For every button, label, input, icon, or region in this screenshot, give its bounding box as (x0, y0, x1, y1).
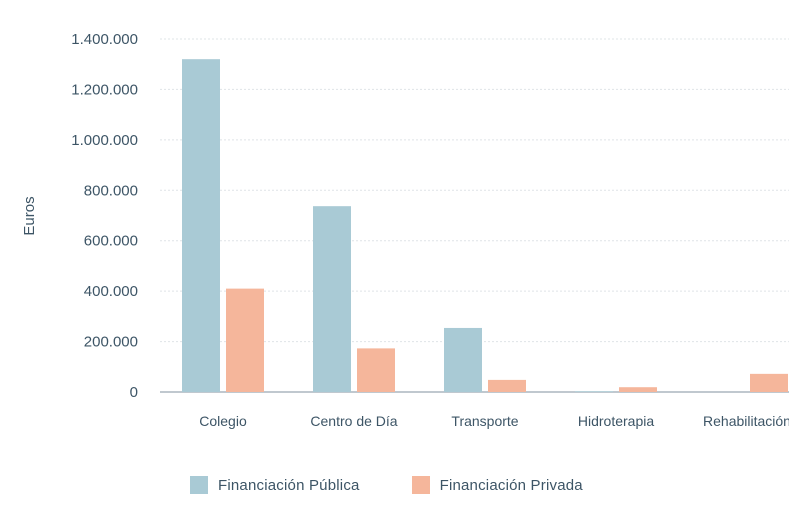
y-tick-label: 400.000 (84, 283, 138, 300)
y-tick-label: 1.200.000 (71, 81, 138, 98)
x-tick-label: Colegio (199, 413, 247, 429)
bar-publica (182, 59, 220, 393)
legend-item-privada: Financiación Privada (411, 476, 583, 494)
bar-publica (313, 206, 351, 392)
x-tick-labels: Colegio Centro de Día Transporte Hidroterap… (199, 413, 789, 429)
y-tick-label: 0 (130, 384, 138, 401)
bar-privada (750, 373, 788, 392)
y-tick-label: 200.000 (84, 334, 138, 351)
y-tick-label: 600.000 (84, 233, 138, 250)
x-tick-label: Centro de Día (310, 413, 397, 429)
bar-privada (488, 379, 526, 392)
legend-item-publica: Financiación Pública (190, 476, 360, 494)
legend-label-privada: Financiación Privada (439, 476, 583, 494)
legend-swatch-privada (411, 476, 430, 494)
x-tick-label: Transporte (451, 413, 518, 429)
y-tick-labels: 0 200.000 400.000 600.000 800.000 1.000.000 1.… (71, 31, 138, 401)
bar-privada (226, 288, 264, 392)
bars (182, 59, 788, 393)
y-axis-label: Euros (21, 196, 38, 235)
y-tick-label: 800.000 (84, 182, 138, 199)
gridlines (160, 38, 789, 393)
bar-privada (357, 348, 395, 392)
x-tick-label: Hidroterapia (578, 413, 654, 429)
y-tick-label: 1.400.000 (71, 31, 138, 48)
y-tick-label: 1.000.000 (71, 132, 138, 149)
bar-privada (619, 387, 657, 392)
bar-publica (444, 327, 482, 392)
legend-swatch-publica (190, 476, 208, 494)
bar-publica (575, 391, 613, 392)
legend: Financiación Pública Financiación Privad… (190, 476, 583, 494)
x-tick-label: Rehabilitación (703, 413, 789, 429)
legend-label-publica: Financiación Pública (218, 476, 360, 494)
